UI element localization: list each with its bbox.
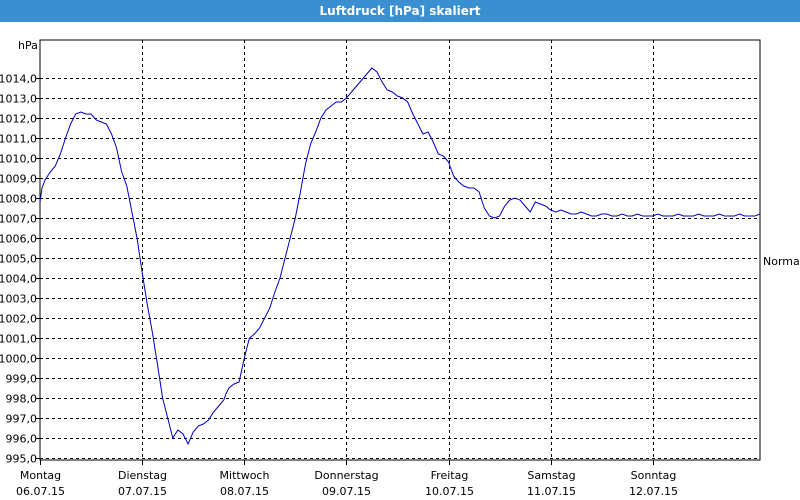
- grid-lines: [40, 40, 760, 460]
- y-tick-label: 1007,0: [0, 213, 37, 226]
- y-tick-label: 998,0: [6, 393, 38, 406]
- y-tick-label: 999,0: [6, 373, 38, 386]
- y-tick-label: 1011,0: [0, 133, 37, 146]
- x-tick-label-day: Samstag: [527, 469, 575, 482]
- x-tick-label-date: 12.07.15: [629, 485, 678, 498]
- y-tick-label: 1002,0: [0, 313, 37, 326]
- y-tick-label: 1013,0: [0, 93, 37, 106]
- y-tick-label: 1005,0: [0, 253, 37, 266]
- x-tick-label-date: 10.07.15: [425, 485, 474, 498]
- x-tick-label-date: 06.07.15: [16, 485, 65, 498]
- normal-reference-label: Normal: [763, 255, 800, 268]
- x-tick-label-day: Dienstag: [118, 469, 167, 482]
- y-tick-label: 1012,0: [0, 113, 37, 126]
- x-tick-label-day: Montag: [20, 469, 61, 482]
- x-tick-label-date: 11.07.15: [527, 485, 576, 498]
- y-tick-label: 1006,0: [0, 233, 37, 246]
- y-tick-label: 1008,0: [0, 193, 37, 206]
- x-tick-label-date: 09.07.15: [322, 485, 371, 498]
- y-tick-label: 1014,0: [0, 73, 37, 86]
- y-axis: 995,0 996,0 997,0 998,0 999,0 1000,0 1001,0 100…: [0, 73, 40, 466]
- y-tick-label: 1010,0: [0, 153, 37, 166]
- y-tick-label: 996,0: [6, 433, 38, 446]
- y-tick-label: 1001,0: [0, 333, 37, 346]
- x-tick-label-day: Mittwoch: [220, 469, 270, 482]
- chart-title: Luftdruck [hPa] skaliert: [319, 4, 481, 18]
- x-tick-label-date: 08.07.15: [220, 485, 269, 498]
- y-tick-label: 1009,0: [0, 173, 37, 186]
- y-tick-label: 995,0: [6, 453, 38, 466]
- x-axis: Montag 06.07.15 Dienstag 07.07.15 Mittwoch 08…: [16, 460, 678, 498]
- plot-frame: [39, 39, 761, 461]
- y-tick-label: 1003,0: [0, 293, 37, 306]
- chart-title-bar: Luftdruck [hPa] skaliert: [0, 0, 800, 22]
- y-tick-label: 1000,0: [0, 353, 37, 366]
- series-layer: [39, 67, 761, 446]
- y-axis-unit-label: hPa: [18, 39, 38, 52]
- y-tick-label: 997,0: [6, 413, 38, 426]
- y-tick-label: 1004,0: [0, 273, 37, 286]
- x-tick-label-day: Donnerstag: [314, 469, 378, 482]
- x-tick-label-day: Freitag: [431, 469, 469, 482]
- x-tick-label-day: Sonntag: [631, 469, 677, 482]
- series-line-luftdruck: [39, 67, 761, 446]
- x-tick-label-date: 07.07.15: [118, 485, 167, 498]
